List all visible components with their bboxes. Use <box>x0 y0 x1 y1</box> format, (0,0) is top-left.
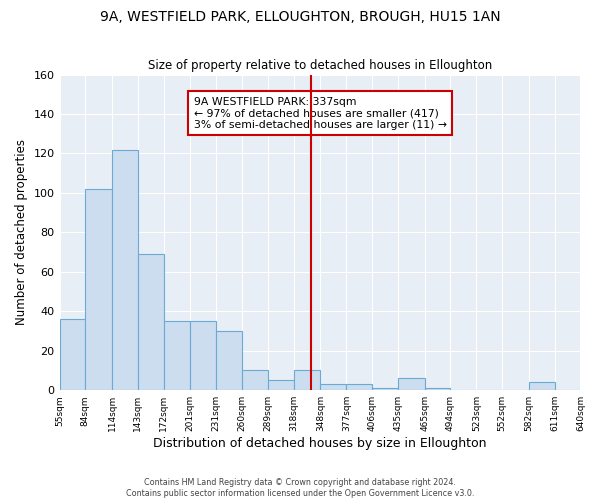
Bar <box>190 321 216 390</box>
Bar <box>294 370 320 390</box>
Bar <box>268 380 294 390</box>
X-axis label: Distribution of detached houses by size in Elloughton: Distribution of detached houses by size … <box>153 437 487 450</box>
Bar <box>580 388 600 390</box>
Bar <box>112 150 138 390</box>
Title: Size of property relative to detached houses in Elloughton: Size of property relative to detached ho… <box>148 59 492 72</box>
Bar <box>425 388 451 390</box>
Bar <box>529 382 554 390</box>
Text: 9A WESTFIELD PARK: 337sqm
← 97% of detached houses are smaller (417)
3% of semi-: 9A WESTFIELD PARK: 337sqm ← 97% of detac… <box>194 96 446 130</box>
Text: 9A, WESTFIELD PARK, ELLOUGHTON, BROUGH, HU15 1AN: 9A, WESTFIELD PARK, ELLOUGHTON, BROUGH, … <box>100 10 500 24</box>
Bar <box>138 254 164 390</box>
Bar <box>346 384 372 390</box>
Bar <box>164 321 190 390</box>
Bar <box>85 189 112 390</box>
Bar <box>398 378 425 390</box>
Bar <box>242 370 268 390</box>
Bar <box>216 331 242 390</box>
Bar <box>59 319 85 390</box>
Bar <box>320 384 346 390</box>
Bar <box>372 388 398 390</box>
Y-axis label: Number of detached properties: Number of detached properties <box>15 140 28 326</box>
Text: Contains HM Land Registry data © Crown copyright and database right 2024.
Contai: Contains HM Land Registry data © Crown c… <box>126 478 474 498</box>
